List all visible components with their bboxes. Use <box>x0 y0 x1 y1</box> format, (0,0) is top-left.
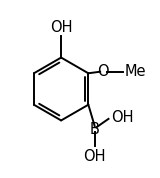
Text: B: B <box>90 122 100 137</box>
Text: OH: OH <box>111 110 133 125</box>
Text: O: O <box>97 64 109 79</box>
Text: OH: OH <box>50 20 72 35</box>
Text: Me: Me <box>124 64 146 79</box>
Text: OH: OH <box>83 149 106 164</box>
